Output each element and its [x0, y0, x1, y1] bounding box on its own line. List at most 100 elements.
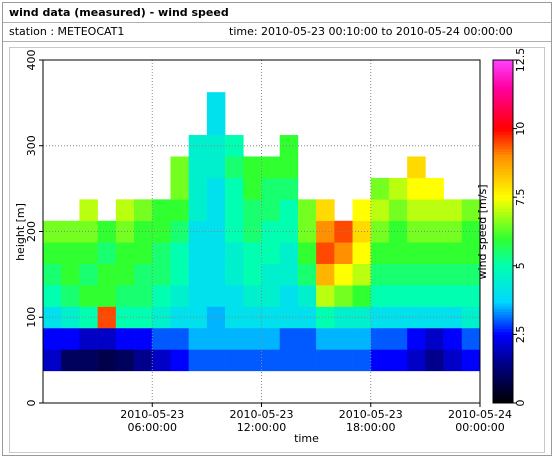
heatmap-cell: [206, 177, 226, 200]
heatmap-cell: [43, 242, 62, 264]
heatmap-cell: [425, 177, 444, 200]
heatmap-cell: [261, 220, 281, 243]
colorbar-segment: [493, 314, 513, 318]
heatmap-cell: [61, 242, 80, 264]
heatmap-cell: [79, 263, 98, 286]
heatmap-cell: [43, 349, 62, 372]
heatmap-cell: [443, 199, 463, 222]
colorbar-segment: [493, 65, 513, 70]
heatmap-cell: [170, 327, 189, 350]
heatmap-cell: [407, 285, 426, 307]
heatmap-cell: [370, 327, 390, 350]
heatmap-cell: [316, 327, 335, 350]
heatmap-cell: [115, 349, 135, 372]
colorbar-tick-label: 10: [514, 122, 527, 136]
colorbar-segment: [493, 111, 513, 115]
heatmap-cell: [279, 349, 299, 372]
heatmap-cell: [243, 263, 262, 286]
heatmap-cell: [115, 285, 135, 307]
colorbar-segment: [493, 225, 513, 230]
heatmap-cell: [152, 199, 171, 222]
heatmap-cell: [297, 349, 317, 372]
colorbar-segment: [493, 360, 513, 364]
heatmap-cell: [352, 242, 372, 264]
heatmap-cell: [407, 156, 426, 179]
colorbar-segment: [493, 128, 513, 132]
heatmap-cell: [407, 263, 426, 286]
heatmap-cell: [388, 349, 408, 372]
heatmap-cell: [61, 349, 80, 372]
heatmap-cell: [115, 263, 135, 286]
heatmap-cell: [370, 242, 390, 264]
heatmap-cell: [425, 349, 444, 372]
colorbar-segment: [493, 94, 513, 98]
colorbar-tick-label: 5: [514, 262, 527, 269]
colorbar-tick-label: 12.5: [514, 48, 527, 73]
heatmap-cell: [43, 327, 62, 350]
heatmap-cell: [97, 285, 117, 307]
heatmap-cell: [461, 327, 481, 350]
colorbar-segment: [493, 162, 513, 167]
colorbar-segment: [493, 208, 513, 212]
heatmap-cell: [243, 285, 262, 307]
heatmap-cell: [407, 199, 426, 222]
heatmap-cell: [461, 306, 481, 329]
heatmap-cell: [443, 327, 463, 350]
heatmap-cell: [388, 177, 408, 200]
x-tick-label: 2010-05-24 00:00:00: [448, 408, 512, 434]
colorbar-segment: [493, 291, 513, 295]
heatmap-cell: [461, 263, 481, 286]
colorbar-segment: [493, 137, 513, 141]
heatmap-cell: [388, 327, 408, 350]
heatmap-cell: [115, 327, 135, 350]
heatmap-cell: [261, 349, 281, 372]
colorbar-segment: [493, 180, 513, 184]
divider: [3, 22, 551, 23]
colorbar-segment: [493, 282, 513, 287]
heatmap-cell: [352, 263, 372, 286]
heatmap-cell: [206, 135, 226, 157]
colorbar-segment: [493, 151, 513, 155]
colorbar-segment: [493, 62, 513, 67]
heatmap-cell: [388, 220, 408, 243]
heatmap-cell: [261, 199, 281, 222]
heatmap-cell: [443, 242, 463, 264]
heatmap-cell: [407, 327, 426, 350]
colorbar-segment: [493, 205, 513, 210]
heatmap-cell: [461, 199, 481, 222]
heatmap-cell: [316, 285, 335, 307]
heatmap-cell: [243, 327, 262, 350]
colorbar-segment: [493, 60, 513, 64]
colorbar-segment: [493, 254, 513, 258]
heatmap-cell: [243, 177, 262, 200]
heatmap-cell: [316, 242, 335, 264]
colorbar-segment: [493, 80, 513, 84]
colorbar-segment: [493, 340, 513, 344]
colorbar-segment: [493, 368, 513, 373]
colorbar-segment: [493, 371, 513, 375]
heatmap-cell: [279, 135, 299, 157]
colorbar-segment: [493, 305, 513, 310]
colorbar-segment: [493, 88, 513, 92]
colorbar-segment: [493, 148, 513, 152]
heatmap-cell: [188, 263, 208, 286]
heatmap-cell: [279, 327, 299, 350]
colorbar-segment: [493, 157, 513, 161]
heatmap-cell: [206, 327, 226, 350]
x-tick-label: 2010-05-23 06:00:00: [120, 408, 185, 434]
heatmap-cell: [407, 220, 426, 243]
colorbar-segment: [493, 105, 513, 110]
colorbar-segment: [493, 251, 513, 255]
heatmap-cell: [425, 285, 444, 307]
colorbar-segment: [493, 265, 513, 270]
heatmap-cell: [461, 242, 481, 264]
colorbar-segment: [493, 177, 513, 181]
colorbar-segment: [493, 191, 513, 195]
colorbar-segment: [493, 397, 513, 401]
colorbar-segment: [493, 245, 513, 250]
heatmap-cell: [261, 177, 281, 200]
y-tick-label: 300: [25, 135, 38, 156]
heatmap-cell: [188, 199, 208, 222]
heatmap-cell: [188, 349, 208, 372]
